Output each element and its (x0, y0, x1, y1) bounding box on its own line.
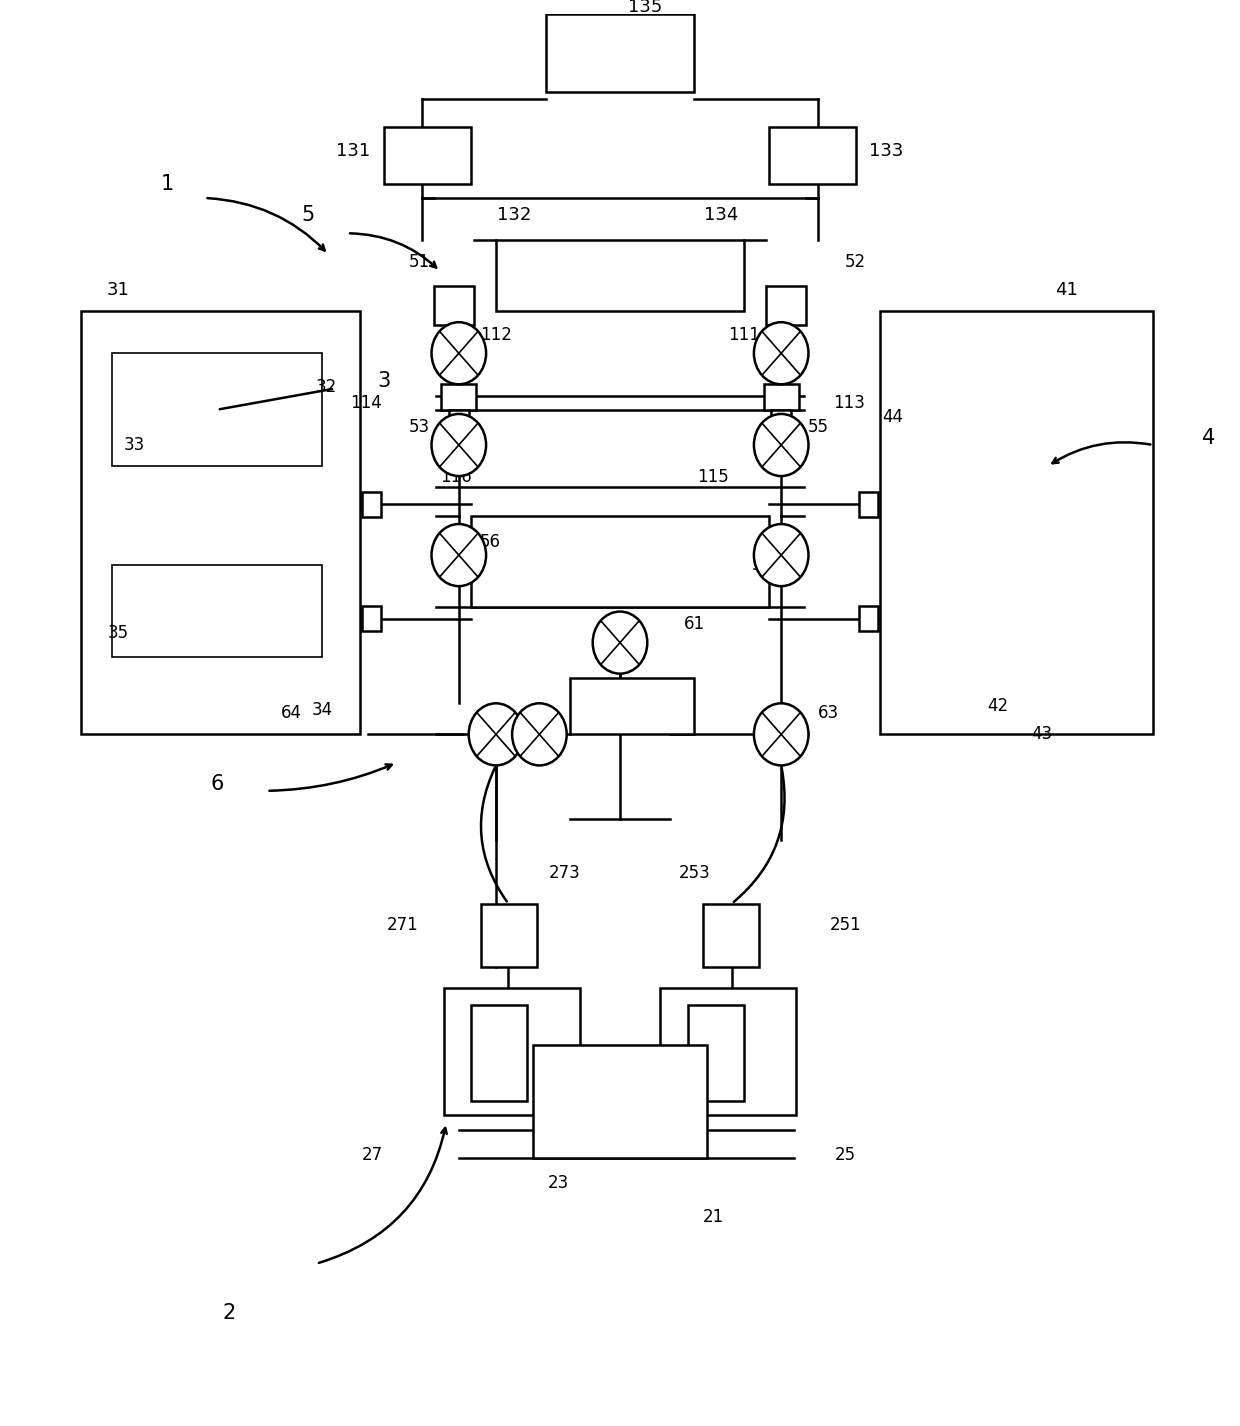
Bar (660, 988, 796, 1115)
Circle shape (469, 703, 523, 766)
Text: 21: 21 (702, 1208, 724, 1226)
Text: 25: 25 (835, 1147, 857, 1164)
Circle shape (754, 322, 808, 384)
Text: 52: 52 (844, 252, 867, 271)
Text: 31: 31 (107, 281, 129, 298)
Text: 42: 42 (987, 697, 1009, 714)
Circle shape (512, 703, 567, 766)
Bar (481, 904, 537, 967)
Text: 44: 44 (883, 408, 903, 426)
Bar (81, 311, 360, 734)
Bar (112, 354, 322, 466)
Bar (362, 606, 381, 632)
Text: 33: 33 (123, 436, 145, 453)
Circle shape (754, 414, 808, 476)
Text: 131: 131 (336, 143, 371, 160)
Bar (771, 409, 791, 429)
Text: 54: 54 (753, 556, 773, 575)
Bar (764, 384, 799, 409)
Text: 3: 3 (378, 372, 391, 392)
Bar (570, 677, 694, 734)
Text: 64: 64 (281, 704, 301, 722)
Text: 134: 134 (704, 205, 739, 224)
Bar (444, 988, 580, 1115)
Bar (449, 409, 469, 429)
Bar (703, 904, 759, 967)
Text: 63: 63 (817, 704, 839, 722)
Text: 112: 112 (480, 327, 512, 344)
Bar (880, 311, 1153, 734)
Bar (688, 1005, 744, 1101)
Circle shape (754, 703, 808, 766)
Text: 116: 116 (440, 469, 472, 486)
Text: 273: 273 (548, 864, 580, 881)
Bar (766, 285, 806, 325)
Bar (533, 1045, 707, 1158)
Bar (384, 127, 471, 184)
Circle shape (593, 612, 647, 673)
Text: 56: 56 (480, 533, 500, 552)
Text: 271: 271 (387, 915, 419, 934)
Text: 6: 6 (211, 774, 223, 794)
Bar (434, 285, 474, 325)
Text: 61: 61 (683, 615, 706, 633)
Circle shape (754, 523, 808, 586)
Bar (496, 241, 744, 311)
Text: 115: 115 (697, 469, 729, 486)
Circle shape (432, 322, 486, 384)
Bar (859, 606, 878, 632)
Text: 135: 135 (627, 0, 662, 17)
Text: 113: 113 (833, 394, 866, 412)
Text: 132: 132 (497, 205, 532, 224)
Text: 51: 51 (408, 252, 430, 271)
Bar (471, 1005, 527, 1101)
Text: 62: 62 (525, 704, 547, 722)
Text: 111: 111 (728, 327, 760, 344)
Bar (769, 127, 856, 184)
Text: 34: 34 (311, 702, 334, 719)
Text: 55: 55 (808, 418, 828, 436)
Text: 2: 2 (223, 1303, 236, 1323)
Text: 53: 53 (408, 418, 430, 436)
Bar (471, 516, 769, 607)
Text: 27: 27 (361, 1147, 383, 1164)
Bar (112, 565, 322, 657)
Text: 4: 4 (1203, 428, 1215, 448)
Text: 41: 41 (1055, 281, 1078, 298)
Text: 35: 35 (107, 623, 129, 642)
Text: 32: 32 (315, 378, 337, 396)
Text: 43: 43 (1030, 726, 1053, 743)
Text: 23: 23 (547, 1174, 569, 1192)
Text: 114: 114 (350, 394, 382, 412)
Circle shape (432, 523, 486, 586)
Circle shape (432, 414, 486, 476)
Text: 1: 1 (161, 174, 174, 194)
Text: 133: 133 (869, 143, 904, 160)
Bar (859, 492, 878, 518)
Text: 253: 253 (678, 864, 711, 881)
Bar (362, 492, 381, 518)
Text: 251: 251 (830, 915, 862, 934)
Text: 5: 5 (301, 205, 314, 225)
Bar (546, 14, 694, 93)
Bar (441, 384, 476, 409)
